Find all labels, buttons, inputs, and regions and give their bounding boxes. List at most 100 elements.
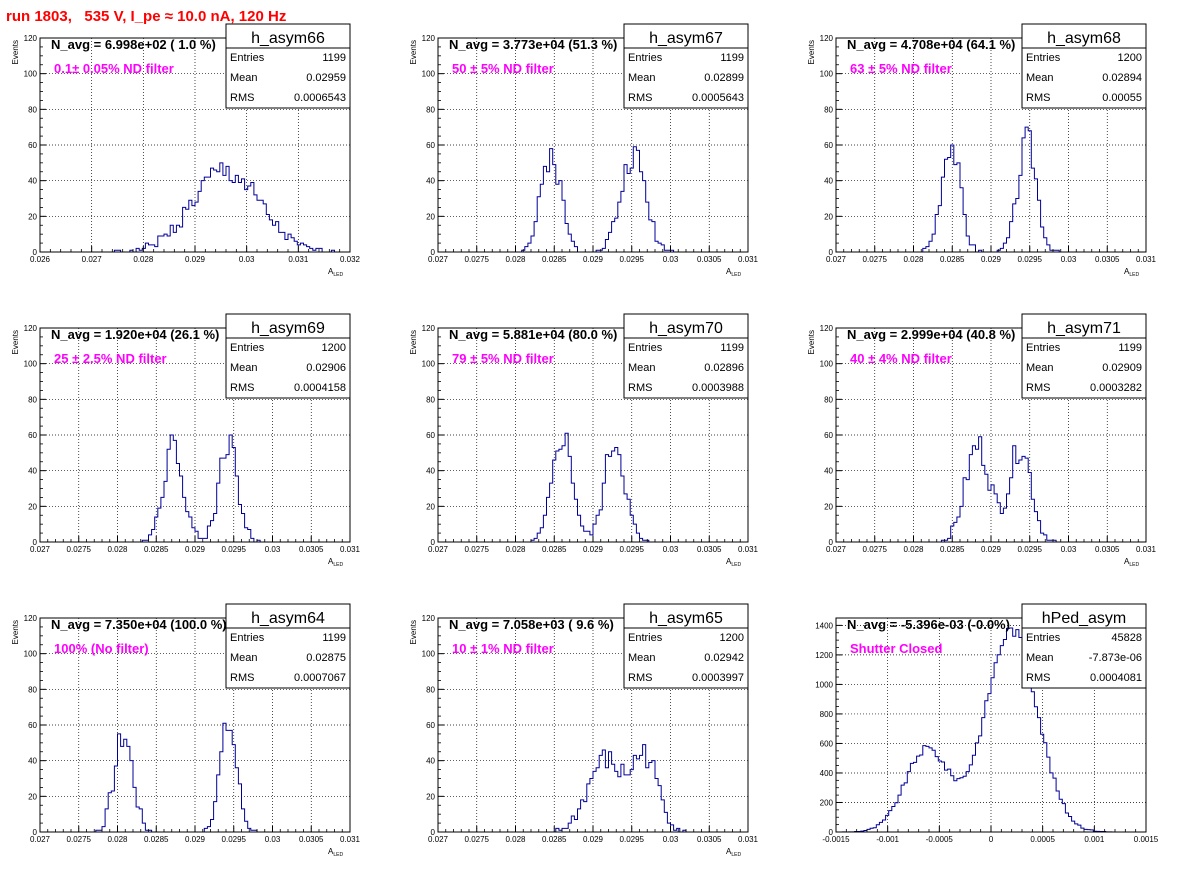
stats-label: Mean: [230, 652, 258, 664]
x-tick-label: 0.029: [185, 255, 206, 264]
stats-label: Mean: [628, 362, 656, 374]
x-tick-label: 0.029: [185, 835, 206, 844]
x-tick-label: 0.028: [107, 835, 128, 844]
y-tick-label: 20: [824, 502, 833, 511]
stats-box: [225, 337, 351, 399]
stats-value: 1199: [1118, 342, 1142, 354]
y-tick-label: 120: [24, 614, 38, 623]
stats-label: RMS: [1026, 672, 1050, 684]
x-tick-label: 0.028: [107, 545, 128, 554]
y-tick-label: 80: [824, 105, 833, 114]
stats-label: RMS: [230, 92, 254, 104]
stats-value: 1199: [322, 52, 346, 64]
y-tick-label: 100: [422, 360, 436, 369]
y-tick-label: 60: [824, 431, 833, 440]
panel-h_asym67: 0.027 0.0275 0.028 0.0285 0.029 0.0295 0.03 0.0…: [409, 23, 759, 278]
stats-box: [623, 337, 749, 399]
stats-box: [1021, 627, 1147, 689]
navg-label: N_avg = 1.920e+04 (26.1 %): [51, 327, 219, 342]
x-axis-title: ALED: [1124, 267, 1139, 278]
y-tick-label: 20: [426, 212, 435, 221]
x-tick-label: 0.029: [583, 255, 604, 264]
filter-label: 100% (No filter): [54, 641, 149, 656]
y-tick-label: 80: [28, 685, 37, 694]
x-tick-label: 0.03: [265, 545, 281, 554]
navg-label: N_avg = 5.881e+04 (80.0 %): [449, 327, 617, 342]
y-tick-label: 120: [422, 614, 436, 623]
histogram-name: h_asym64: [251, 610, 325, 627]
x-tick-label: 0.032: [340, 255, 361, 264]
stats-box: [623, 47, 749, 109]
y-axis-title: Events: [11, 40, 20, 64]
x-tick-label: 0.028: [505, 835, 526, 844]
x-tick-label: 0.0305: [299, 545, 324, 554]
y-tick-label: 40: [28, 757, 37, 766]
x-tick-label: 0.031: [738, 835, 759, 844]
stats-value: 0.0005643: [692, 92, 744, 104]
histogram-name: h_asym69: [251, 320, 325, 337]
histogram-name: h_asym65: [649, 610, 723, 627]
y-tick-label: 80: [426, 685, 435, 694]
x-tick-label: 0.03: [663, 545, 679, 554]
x-tick-label: 0.0295: [620, 255, 645, 264]
x-tick-label: 0.0285: [144, 545, 169, 554]
stats-value: 0.02906: [306, 362, 346, 374]
stats-box: [623, 627, 749, 689]
y-tick-label: 60: [28, 141, 37, 150]
stats-value: 0.02942: [704, 652, 744, 664]
x-tick-label: 0.031: [738, 255, 759, 264]
x-tick-label: 0.0275: [863, 255, 888, 264]
stats-box: [1021, 337, 1147, 399]
x-tick-label: 0.0305: [697, 835, 722, 844]
x-tick-label: 0.03: [265, 835, 281, 844]
y-tick-label: 60: [426, 431, 435, 440]
x-tick-label: 0.0295: [222, 545, 247, 554]
stats-value: 1200: [322, 342, 346, 354]
x-tick-label: 0.0295: [620, 835, 645, 844]
y-tick-label: 100: [24, 360, 38, 369]
stats-label: Entries: [1026, 342, 1061, 354]
panel-h_asym64: 0.027 0.0275 0.028 0.0285 0.029 0.0295 0.03 0.0…: [11, 603, 361, 858]
x-tick-label: 0.028: [133, 255, 154, 264]
y-tick-label: 20: [28, 212, 37, 221]
y-tick-label: 100: [24, 650, 38, 659]
stats-value: 0.0003282: [1090, 382, 1142, 394]
x-tick-label: 0.03: [1061, 255, 1077, 264]
x-tick-label: 0.0295: [1018, 255, 1043, 264]
panel-h_asym69: 0.027 0.0275 0.028 0.0285 0.029 0.0295 0.03 0.0…: [11, 313, 361, 568]
y-axis-title: Events: [409, 620, 418, 644]
filter-label: 79 ± 5% ND filter: [452, 351, 554, 366]
filter-label: 0.1± 0.05% ND filter: [54, 61, 174, 76]
stats-label: RMS: [628, 92, 652, 104]
y-tick-label: 120: [24, 324, 38, 333]
stats-label: RMS: [628, 382, 652, 394]
y-axis-title: Events: [11, 620, 20, 644]
page-title: run 1803, 535 V, I_pe ≈ 10.0 nA, 120 Hz: [6, 8, 287, 25]
stats-label: Entries: [1026, 632, 1061, 644]
y-tick-label: 40: [426, 467, 435, 476]
y-tick-label: 80: [426, 105, 435, 114]
stats-box: [1021, 47, 1147, 109]
stats-value: 1199: [720, 342, 744, 354]
stats-label: RMS: [1026, 382, 1050, 394]
y-axis-title: Events: [409, 40, 418, 64]
x-tick-label: 0.031: [288, 255, 309, 264]
x-tick-label: 0.031: [340, 835, 361, 844]
filter-label: 63 ± 5% ND filter: [850, 61, 952, 76]
x-tick-label: 0.001: [1084, 835, 1105, 844]
y-tick-label: 120: [820, 34, 834, 43]
stats-value: 0.02894: [1102, 72, 1142, 84]
stats-label: Entries: [230, 632, 265, 644]
navg-label: N_avg = 7.350e+04 (100.0 %): [51, 617, 227, 632]
stats-value: 1200: [1118, 52, 1142, 64]
stats-label: Entries: [628, 52, 663, 64]
y-tick-label: 80: [28, 105, 37, 114]
x-tick-label: 0.027: [826, 545, 847, 554]
panel-h_asym68: 0.027 0.0275 0.028 0.0285 0.029 0.0295 0.03 0.0…: [807, 23, 1157, 278]
y-tick-label: 0: [33, 248, 38, 257]
x-tick-label: 0.028: [505, 255, 526, 264]
stats-label: Mean: [230, 72, 258, 84]
stats-value: 1199: [322, 632, 346, 644]
y-tick-label: 80: [824, 395, 833, 404]
filter-label: 50 ± 5% ND filter: [452, 61, 554, 76]
